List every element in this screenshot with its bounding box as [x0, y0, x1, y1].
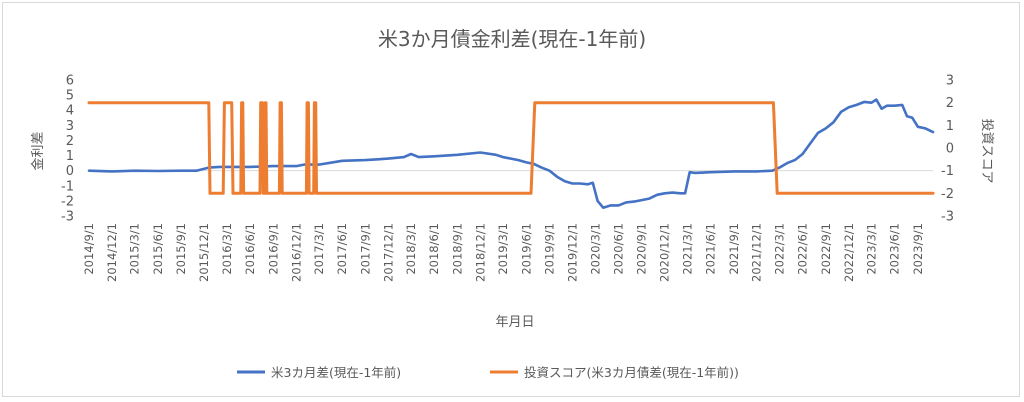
x-tick: 2014/9/1 [82, 223, 96, 275]
x-tick: 2018/6/1 [427, 223, 441, 275]
y-tick-right: -3 [941, 210, 954, 225]
y-tick-left: -3 [61, 210, 74, 225]
series-lines [87, 98, 935, 209]
x-tick: 2020/12/1 [658, 223, 672, 282]
x-tick: 2017/3/1 [312, 223, 326, 275]
x-tick: 2017/6/1 [335, 223, 349, 275]
x-tick: 2020/3/1 [588, 223, 602, 275]
y-tick-left: 3 [66, 119, 74, 134]
x-tick: 2014/12/1 [105, 223, 119, 282]
x-tick: 2021/6/1 [704, 223, 718, 275]
y-tick-left: 4 [66, 104, 74, 119]
x-tick: 2021/3/1 [680, 223, 694, 275]
x-tick: 2017/9/1 [358, 223, 372, 275]
x-tick: 2015/6/1 [151, 223, 165, 275]
x-tick: 2022/12/1 [842, 223, 856, 282]
y-tick-right: 0 [946, 142, 954, 157]
x-tick: 2020/6/1 [612, 223, 626, 275]
legend-label-orange: 投資スコア(米3カ月債差(現在-1年前)) [524, 365, 739, 380]
chart-title: 米3か月債金利差(現在-1年前) [378, 27, 646, 51]
x-tick: 2018/9/1 [450, 223, 464, 275]
x-tick: 2015/3/1 [128, 223, 142, 275]
x-tick: 2023/6/1 [888, 223, 902, 275]
x-tick: 2022/9/1 [819, 223, 833, 275]
y-tick-right: -1 [941, 164, 954, 179]
legend: 米3カ月差(現在-1年前) 投資スコア(米3カ月債差(現在-1年前)) [237, 365, 739, 380]
x-tick: 2017/12/1 [381, 223, 395, 282]
legend-item-blue[interactable]: 米3カ月差(現在-1年前) [237, 365, 401, 380]
y-tick-left: 0 [66, 164, 74, 179]
x-tick: 2018/3/1 [404, 223, 418, 275]
x-tick: 2015/9/1 [174, 223, 188, 275]
x-tick: 2023/9/1 [911, 223, 925, 275]
x-tick: 2022/6/1 [796, 223, 810, 275]
x-tick: 2015/12/1 [197, 223, 211, 282]
y-tick-left: 2 [66, 134, 74, 149]
y-tick-left: -2 [61, 194, 74, 209]
y-tick-left: 5 [66, 89, 74, 104]
x-tick: 2016/3/1 [220, 223, 234, 275]
x-tick: 2019/12/1 [565, 223, 579, 282]
series-line-rate-diff [87, 98, 935, 209]
y-tick-right: 2 [946, 96, 954, 111]
x-tick: 2021/9/1 [727, 223, 741, 275]
x-tick: 2019/9/1 [542, 223, 556, 275]
x-tick: 2023/3/1 [864, 223, 878, 275]
x-tick: 2021/12/1 [750, 223, 764, 282]
x-tick: 2019/3/1 [496, 223, 510, 275]
y-tick-left: 6 [66, 74, 74, 89]
x-axis-ticks: 2014/9/1 2014/12/1 2015/3/1 2015/6/1 2015/9/… [82, 223, 925, 282]
series-line-score [87, 101, 935, 195]
x-tick: 2016/6/1 [243, 223, 257, 275]
x-tick: 2020/9/1 [635, 223, 649, 275]
x-tick: 2016/12/1 [289, 223, 303, 282]
y-tick-right: 3 [946, 74, 954, 89]
y-axis-title-right: 投資スコア [979, 118, 995, 183]
legend-label-blue: 米3カ月差(現在-1年前) [271, 365, 401, 380]
y-tick-right: -2 [941, 187, 954, 202]
x-tick: 2018/12/1 [473, 223, 487, 282]
x-tick: 2019/6/1 [519, 223, 533, 275]
y-axis-title-left: 金利差 [30, 131, 46, 170]
chart-frame: 米3か月債金利差(現在-1年前) 6 5 4 3 2 1 0 -1 -2 -3 3 2 1 0 -1 -2-… [2, 2, 1020, 397]
x-axis-title: 年月日 [495, 315, 534, 330]
y-tick-left: -1 [61, 179, 74, 194]
y-tick-right: 1 [946, 119, 954, 134]
legend-item-orange[interactable]: 投資スコア(米3カ月債差(現在-1年前)) [490, 365, 739, 380]
right-axis-ticks: 3 2 1 0 -1 -2 -3 [941, 74, 954, 225]
x-tick: 2022/3/1 [772, 223, 786, 275]
y-tick-left: 1 [66, 149, 74, 164]
x-tick: 2016/9/1 [266, 223, 280, 275]
